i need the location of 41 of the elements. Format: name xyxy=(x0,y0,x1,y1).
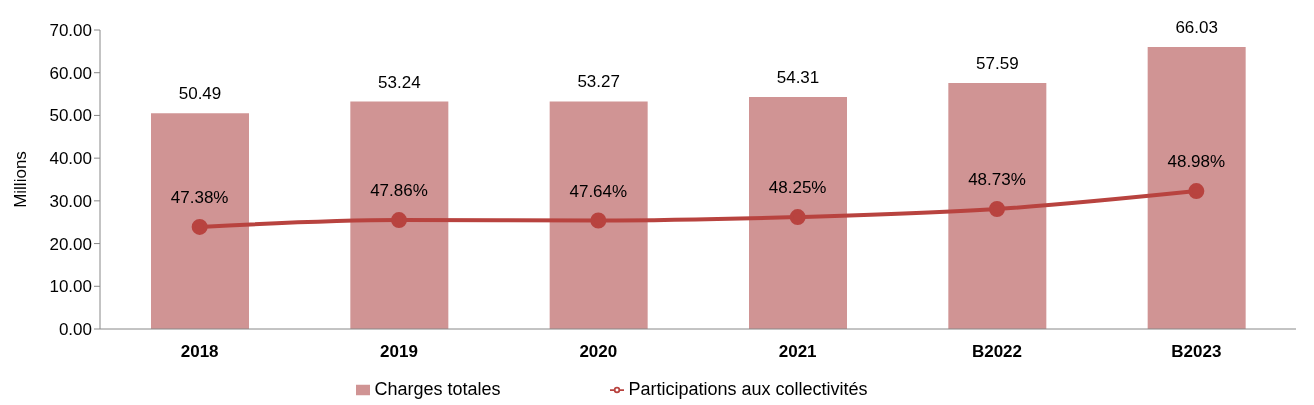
x-tick-label: 2018 xyxy=(180,342,219,362)
y-tick-label: 40.00 xyxy=(49,149,92,169)
y-tick-label: 0.00 xyxy=(58,320,92,340)
annotation: 47.38% xyxy=(170,187,229,207)
point xyxy=(191,218,208,235)
data-label: 54.31 xyxy=(776,68,820,88)
y-tick-label: 30.00 xyxy=(49,191,92,211)
y-tick-label: 20.00 xyxy=(49,234,92,254)
bar xyxy=(151,113,249,329)
bar xyxy=(350,101,449,329)
annotation: 47.64% xyxy=(569,181,628,201)
point xyxy=(989,200,1005,217)
x-tick-label: 2020 xyxy=(579,342,618,362)
y-tick-label: 70.00 xyxy=(49,21,92,41)
x-tick-label: B2022 xyxy=(971,342,1023,362)
point xyxy=(391,212,407,229)
x-tick-label: 2021 xyxy=(778,342,817,362)
annotation: 48.98% xyxy=(1167,152,1226,172)
x-tick-label: 2019 xyxy=(380,342,418,362)
y-tick-label: 50.00 xyxy=(49,106,92,126)
bar xyxy=(948,83,1047,329)
annotation: 48.73% xyxy=(968,169,1026,189)
annotation: 47.86% xyxy=(370,181,428,201)
data-label: 57.59 xyxy=(976,54,1019,74)
bar xyxy=(749,97,847,329)
legend-label: Participations aux collectivités xyxy=(628,379,868,399)
data-label: 53.27 xyxy=(577,72,620,92)
y-tick-label: 60.00 xyxy=(49,63,92,83)
point xyxy=(1188,183,1205,200)
point xyxy=(789,209,806,226)
y-tick-label: 10.00 xyxy=(49,277,92,297)
bar xyxy=(549,101,648,329)
legend-label: Charges totales xyxy=(374,379,501,399)
data-label: 53.24 xyxy=(378,72,421,92)
annotation: 48.25% xyxy=(768,178,827,198)
x-tick-label: B2023 xyxy=(1171,342,1222,362)
y-axis-title: Millions xyxy=(11,151,31,208)
point xyxy=(590,212,607,229)
data-label: 50.49 xyxy=(178,84,222,104)
data-label: 66.03 xyxy=(1175,17,1218,37)
bar xyxy=(1147,46,1246,329)
